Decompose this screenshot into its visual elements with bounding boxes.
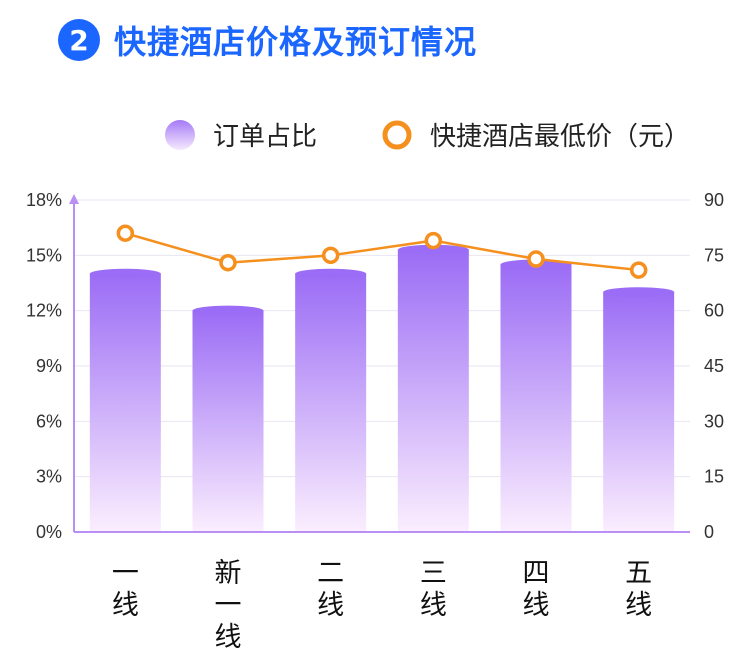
y-left-tick-label: 18% [26, 190, 62, 210]
y-left-tick-label: 0% [36, 522, 62, 542]
bar [603, 292, 675, 532]
legend-line-label: 快捷酒店最低价（元） [430, 122, 690, 152]
legend: 订单占比 快捷酒店最低价（元） [165, 120, 690, 152]
bar-cap [192, 305, 264, 316]
bar [89, 273, 161, 532]
line-point [116, 224, 135, 242]
y-left-tick-label: 6% [36, 411, 62, 431]
bar-cap [89, 268, 161, 279]
line-point [321, 246, 340, 265]
section-header: 2 快捷酒店价格及预订情况 [58, 16, 477, 64]
y-left-tick-label: 15% [26, 245, 62, 265]
line-point [629, 261, 648, 279]
line-point [219, 253, 237, 272]
x-tick-label: 新一线 [215, 558, 242, 653]
y-right-tick-label: 90 [704, 190, 724, 210]
legend-bar-swatch [165, 120, 195, 150]
category-labels: 一线 新一线 二线 三线 四线 五线 [112, 558, 652, 653]
y-axis-arrow [69, 194, 79, 204]
x-tick-label: 三线 [420, 558, 447, 621]
legend-line-swatch [382, 120, 412, 150]
bar [192, 310, 264, 532]
y-right-tick-label: 60 [704, 301, 724, 321]
x-tick-label: 五线 [625, 558, 652, 621]
bar-series [89, 244, 675, 533]
y-right-tick-label: 30 [704, 411, 724, 431]
bar-cap [397, 244, 469, 255]
x-tick-label: 二线 [317, 558, 344, 621]
y-left-tick-label: 3% [36, 467, 62, 487]
y-right-tick-label: 0 [704, 522, 714, 542]
line-path [124, 231, 639, 272]
page-title: 快捷酒店价格及预订情况 [114, 23, 478, 61]
section-number-badge: 2 [58, 19, 100, 61]
y-right-tick-label: 75 [704, 245, 724, 265]
bar-cap [603, 287, 675, 298]
bar-cap [295, 268, 367, 279]
y-left-tick-label: 9% [36, 356, 62, 376]
legend-bar-label: 订单占比 [213, 122, 317, 152]
y-left-tick-label: 12% [26, 301, 62, 321]
tick-labels: 0% 3% 6% 9% 12% 15% 18% 0 15 30 45 60 75 90 [26, 190, 724, 542]
bar [295, 273, 367, 532]
x-tick-label: 一线 [112, 558, 139, 621]
axes [69, 194, 690, 533]
bar [397, 249, 469, 533]
y-right-tick-label: 45 [704, 356, 724, 376]
line-point [424, 231, 443, 250]
line-series [116, 224, 648, 279]
x-tick-label: 四线 [523, 558, 550, 621]
line-point [527, 250, 545, 268]
bar [500, 264, 572, 532]
y-right-tick-label: 15 [704, 467, 724, 487]
grid-lines [74, 199, 690, 478]
